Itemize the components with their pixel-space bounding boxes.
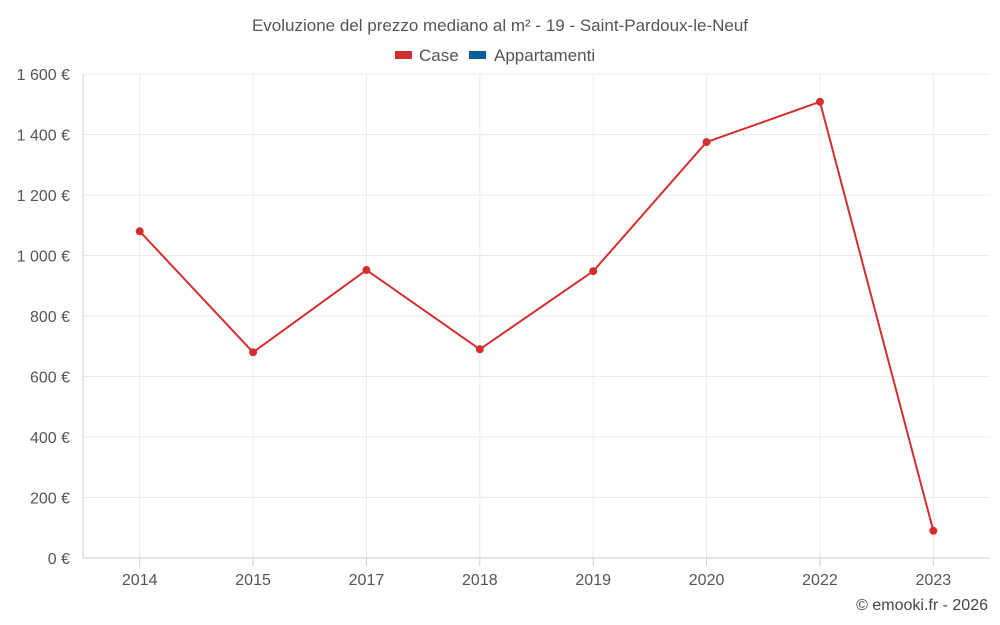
y-axis: 0 € 200 € 400 € 600 € 800 € 1 000 € 1 200 € 1 4… (17, 67, 84, 568)
data-point[interactable] (589, 267, 598, 276)
chart-title: Evoluzione del prezzo mediano al m² - 19… (252, 16, 748, 35)
x-tick-label: 2015 (235, 572, 271, 589)
data-point[interactable] (475, 345, 484, 354)
series-line-case (138, 100, 935, 532)
x-tick-label: 2020 (689, 572, 725, 589)
legend-swatch-appartamenti (469, 51, 486, 59)
legend-swatch-case (395, 51, 412, 59)
data-point[interactable] (249, 348, 258, 357)
legend-label-case[interactable]: Case (419, 46, 459, 65)
x-tick-label: 2023 (916, 572, 952, 589)
data-point[interactable] (702, 138, 711, 147)
y-tick-label: 800 € (30, 309, 70, 326)
data-point[interactable] (929, 526, 938, 535)
data-point[interactable] (135, 227, 144, 236)
y-tick-label: 400 € (30, 430, 70, 447)
grid (83, 73, 990, 559)
x-tick-label: 2018 (462, 572, 498, 589)
legend-label-appartamenti[interactable]: Appartamenti (494, 46, 595, 65)
legend: Case Appartamenti (395, 46, 595, 65)
data-point[interactable] (815, 97, 824, 106)
x-tick-label: 2022 (802, 572, 838, 589)
y-tick-label: 0 € (48, 551, 70, 568)
data-point[interactable] (362, 266, 371, 275)
x-tick-label: 2014 (122, 572, 158, 589)
y-tick-label: 200 € (30, 491, 70, 508)
y-tick-label: 600 € (30, 370, 70, 387)
series-case (135, 97, 938, 535)
credit-text: © emooki.fr - 2026 (856, 597, 988, 614)
x-axis: 2014 2015 2017 2018 2019 2020 2022 2023 (83, 557, 990, 589)
y-tick-label: 1 200 € (17, 188, 70, 205)
x-tick-label: 2019 (575, 572, 611, 589)
y-tick-label: 1 600 € (17, 67, 70, 84)
x-tick-label: 2017 (349, 572, 385, 589)
y-tick-label: 1 000 € (17, 249, 70, 266)
y-tick-label: 1 400 € (17, 128, 70, 145)
